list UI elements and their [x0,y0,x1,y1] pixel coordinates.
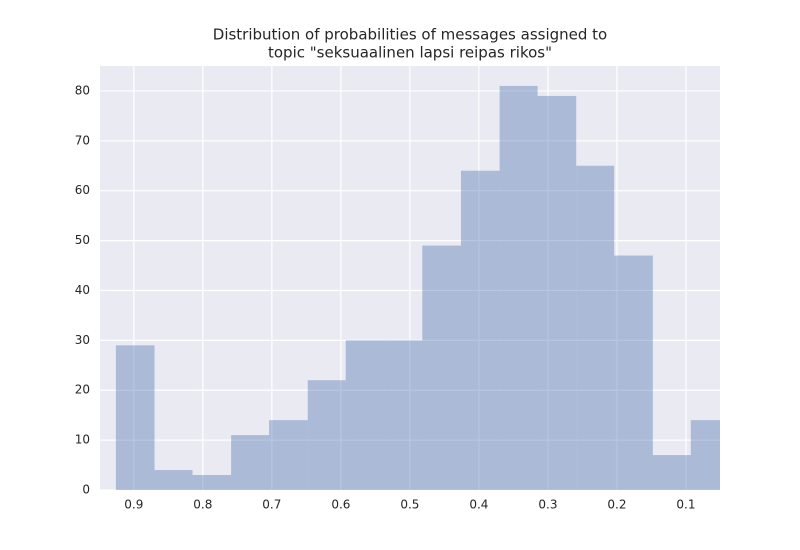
bar [499,85,538,490]
grid [100,66,720,491]
bar [690,420,720,490]
bar [460,170,500,490]
bar [154,470,193,490]
bar [345,340,385,490]
x-tick-label: 0.4 [469,498,488,512]
y-tick-label: 0 [82,483,90,497]
bar [537,95,577,490]
y-tick-label: 50 [75,233,90,247]
bar [115,345,155,490]
x-tick-label: 0.8 [193,498,212,512]
x-tick-label: 0.9 [124,498,143,512]
chart-title: Distribution of probabilities of message… [213,26,607,44]
bar [307,380,346,490]
y-tick-label: 60 [75,183,90,197]
y-tick-label: 30 [75,333,90,347]
bars [115,85,720,490]
bar [614,255,653,490]
x-tick-label: 0.6 [331,498,350,512]
bar [269,420,308,490]
bar [384,340,423,490]
x-tick-label: 0.7 [262,498,281,512]
bar [576,165,615,490]
bar [422,245,461,490]
y-tick-label: 40 [75,283,90,297]
y-tick-label: 80 [75,83,90,97]
x-tick-label: 0.5 [400,498,419,512]
x-tick-label: 0.2 [607,498,626,512]
bar [652,455,691,490]
y-tick-label: 10 [75,433,90,447]
y-tick-label: 20 [75,383,90,397]
tick-labels: 0 10 20 30 40 50 60 70 80 0.9 0.8 0.7 0.6 0.5 0.4 0.3 0.… [75,83,696,511]
bar [231,435,270,490]
bar [192,475,232,490]
x-tick-label: 0.3 [538,498,557,512]
x-tick-label: 0.1 [676,498,695,512]
y-tick-label: 70 [75,133,90,147]
chart-title: topic "seksuaalinen lapsi reipas rikos" [268,44,552,62]
